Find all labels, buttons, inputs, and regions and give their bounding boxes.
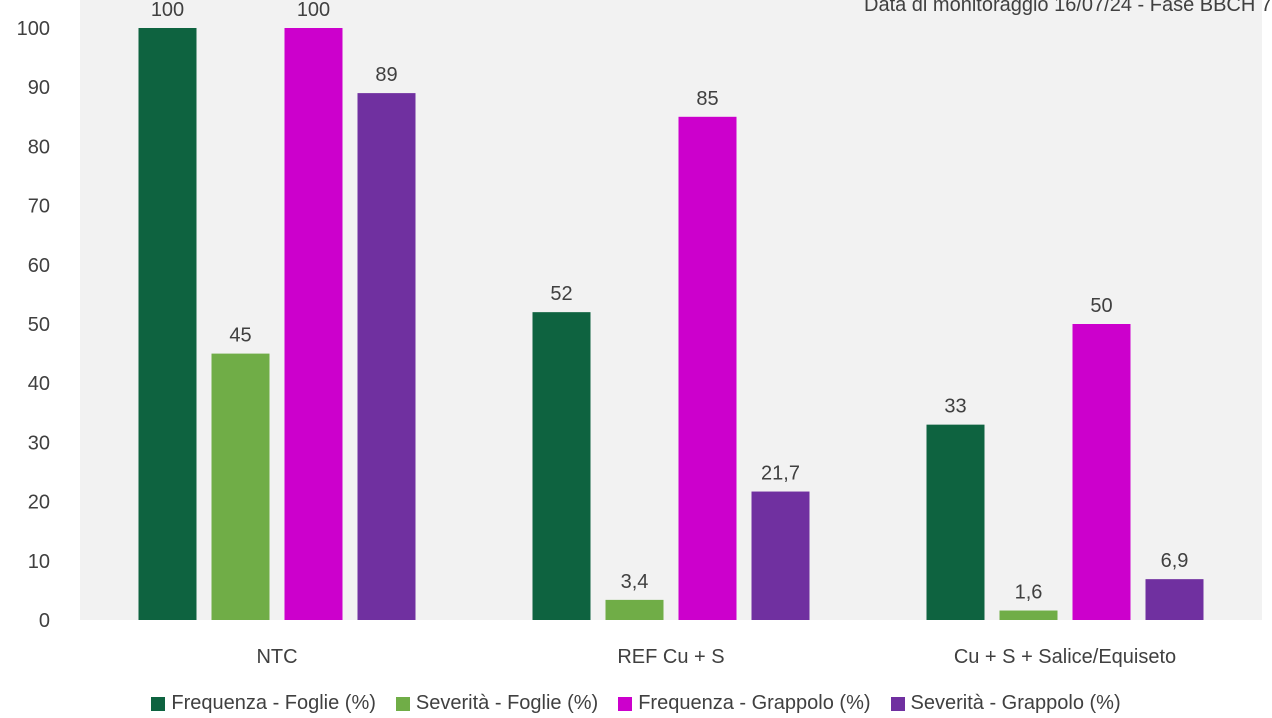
bar-value-label: 21,7: [761, 463, 800, 485]
bar-value-label: 52: [550, 283, 572, 305]
legend-swatch: [395, 696, 410, 711]
bar-value-label: 33: [944, 396, 966, 418]
x-tick-label: Cu + S + Salice/Equiseto: [954, 646, 1176, 668]
legend-item: Frequenza - Grappolo (%): [618, 692, 871, 715]
y-tick-label: 100: [17, 18, 50, 40]
bar: [138, 28, 197, 620]
legend-item: Frequenza - Foglie (%): [151, 692, 376, 715]
bar-value-label: 3,4: [621, 571, 649, 593]
bar: [357, 93, 416, 621]
legend-item: Severità - Foglie (%): [395, 692, 599, 715]
y-tick-label: 0: [39, 610, 50, 632]
bar: [999, 610, 1058, 620]
bar-value-label: 45: [229, 325, 251, 347]
y-tick-label: 90: [28, 77, 50, 99]
x-tick-label: NTC: [256, 646, 297, 668]
bar-value-label: 50: [1090, 295, 1112, 317]
bar: [926, 424, 985, 620]
y-axis: 0 10 20 30 40 50 60 70 80 90 100: [17, 18, 50, 632]
legend: Frequenza - Foglie (%) Severità - Foglie …: [0, 692, 1272, 715]
bar: [1145, 579, 1204, 620]
legend-swatch: [890, 696, 905, 711]
y-tick-label: 80: [28, 136, 50, 158]
y-tick-label: 20: [28, 492, 50, 514]
legend-label: Severità - Grappolo (%): [910, 692, 1121, 714]
y-tick-label: 40: [28, 373, 50, 395]
legend-label: Severità - Foglie (%): [415, 692, 599, 714]
bar: [678, 116, 737, 621]
bars-group: [138, 28, 1204, 621]
bar-value-label: 85: [696, 88, 718, 110]
bar-value-label: 1,6: [1015, 582, 1043, 604]
legend-swatch: [618, 696, 633, 711]
y-tick-label: 60: [28, 255, 50, 277]
x-tick-label: REF Cu + S: [617, 646, 724, 668]
bar: [1072, 324, 1131, 620]
y-tick-label: 30: [28, 432, 50, 454]
plot-area: [80, 0, 1262, 620]
legend-label: Frequenza - Grappolo (%): [638, 692, 871, 714]
bar: [532, 312, 591, 620]
bar-value-label: 89: [375, 64, 397, 86]
data-labels-group: 100 45 100 89 52 3,4 85 21,7 33 1,6 50 6,9: [151, 0, 1189, 604]
legend-item: Severità - Grappolo (%): [890, 692, 1121, 715]
legend-swatch: [151, 696, 166, 711]
bar: [211, 353, 270, 620]
bar-value-label: 6,9: [1161, 550, 1189, 572]
y-tick-label: 70: [28, 196, 50, 218]
chart-subtitle: Data di monitoraggio 16/07/24 - Fase BBC…: [864, 0, 1272, 16]
bar: [284, 28, 343, 620]
x-axis: NTC REF Cu + S Cu + S + Salice/Equiseto: [256, 646, 1176, 668]
y-tick-label: 10: [28, 551, 50, 573]
bar: [751, 491, 810, 620]
bar-value-label: 100: [297, 0, 330, 21]
legend-label: Frequenza - Foglie (%): [171, 692, 376, 714]
y-tick-label: 50: [28, 314, 50, 336]
bar-value-label: 100: [151, 0, 184, 21]
bar: [605, 599, 664, 620]
